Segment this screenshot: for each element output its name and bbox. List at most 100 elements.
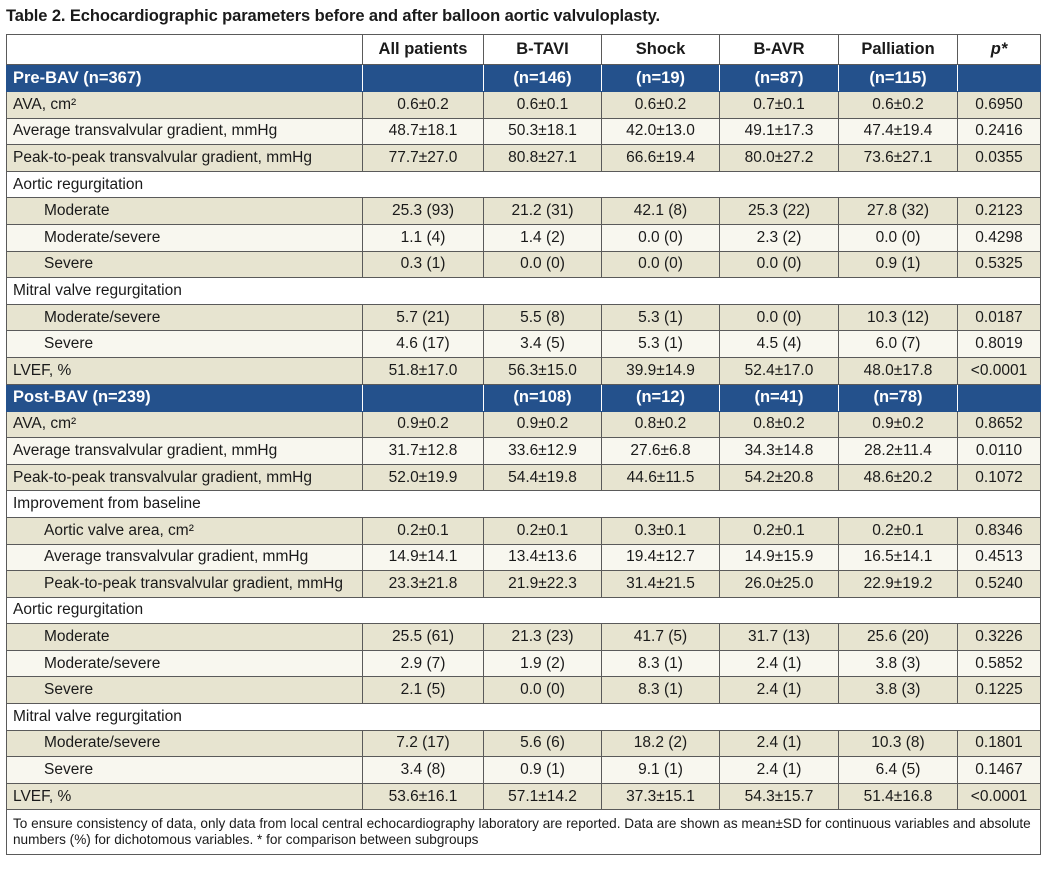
group-label: Improvement from baseline	[6, 490, 363, 518]
cell-value: 0.0 (0)	[601, 223, 720, 252]
column-header: Shock	[601, 34, 720, 65]
cell-value: 2.9 (7)	[362, 649, 484, 678]
cell-value: 53.6±16.1	[362, 782, 484, 811]
table-row: Moderate/severe 5.7 (21) 5.5 (8) 5.3 (1) 0.0…	[6, 303, 1041, 332]
cell-value: 48.7±18.1	[362, 117, 484, 146]
cell-value: 0.6±0.1	[483, 91, 602, 119]
table-row: Moderate/severe 1.1 (4) 1.4 (2) 0.0 (0) 2.3 …	[6, 223, 1041, 252]
table-row: AVA, cm² 0.9±0.2 0.9±0.2 0.8±0.2 0.8±0.2 0.9±…	[6, 410, 1041, 439]
cell-value: 0.2416	[957, 117, 1041, 146]
cell-value: 56.3±15.0	[483, 356, 602, 385]
cell-value: 33.6±12.9	[483, 437, 602, 465]
cell-value: 0.8652	[957, 410, 1041, 439]
cell-value: 66.6±19.4	[601, 144, 720, 172]
cell-value: 50.3±18.1	[483, 117, 602, 146]
cell-value: 4.5 (4)	[719, 330, 839, 358]
cell-value: 25.3 (93)	[362, 197, 484, 225]
cell-value: 0.3226	[957, 623, 1041, 651]
table-row: Severe 2.1 (5) 0.0 (0) 8.3 (1) 2.4 (1) 3.8 (3…	[6, 676, 1041, 705]
cell-value: 42.0±13.0	[601, 117, 720, 146]
echo-parameters-table: All patients B-TAVI Shock B-AVR Palliation p*…	[6, 34, 1041, 856]
cell-value: 0.9±0.2	[483, 410, 602, 439]
section-count	[362, 383, 484, 412]
cell-value: 5.6 (6)	[483, 729, 602, 758]
group-label: Mitral valve regurgitation	[6, 703, 363, 731]
row-label: AVA, cm²	[6, 410, 363, 439]
cell-value: 31.7 (13)	[719, 623, 839, 651]
cell-value: 0.0 (0)	[719, 303, 839, 332]
row-label: Peak-to-peak transvalvular gradient, mmH…	[6, 570, 363, 598]
cell-value: 28.2±11.4	[838, 437, 958, 465]
table-footnote: To ensure consistency of data, only data…	[6, 809, 1041, 856]
section-count	[362, 64, 484, 92]
cell-value: 48.0±17.8	[838, 356, 958, 385]
cell-value: 0.8346	[957, 516, 1041, 545]
cell-value: 49.1±17.3	[719, 117, 839, 146]
cell-value: 5.3 (1)	[601, 303, 720, 332]
cell-value: 77.7±27.0	[362, 144, 484, 172]
group-label-row: Improvement from baseline	[6, 490, 1041, 518]
cell-value: 13.4±13.6	[483, 543, 602, 572]
cell-value: 31.4±21.5	[601, 570, 720, 598]
row-label: Severe	[6, 756, 363, 784]
cell-value: 21.9±22.3	[483, 570, 602, 598]
cell-value: 14.9±15.9	[719, 543, 839, 572]
header-blank	[6, 34, 363, 65]
cell-value: 21.2 (31)	[483, 197, 602, 225]
cell-value: 31.7±12.8	[362, 437, 484, 465]
post-section-header: Post-BAV (n=239) (n=108) (n=12) (n=41) (n=78…	[6, 383, 1041, 412]
cell-value: 0.3 (1)	[362, 250, 484, 279]
table-row: Average transvalvular gradient, mmHg 31.7…	[6, 437, 1041, 465]
row-label: Moderate/severe	[6, 223, 363, 252]
cell-value: 0.4513	[957, 543, 1041, 572]
cell-value: 2.3 (2)	[719, 223, 839, 252]
cell-value: 80.0±27.2	[719, 144, 839, 172]
cell-value: 34.3±14.8	[719, 437, 839, 465]
cell-value: 0.0110	[957, 437, 1041, 465]
pre-section-header: Pre-BAV (n=367) (n=146) (n=19) (n=87) (n=115…	[6, 64, 1041, 92]
table-row: Severe 3.4 (8) 0.9 (1) 9.1 (1) 2.4 (1) 6.4 (5…	[6, 756, 1041, 784]
cell-value: 16.5±14.1	[838, 543, 958, 572]
row-label: Peak-to-peak transvalvular gradient, mmH…	[6, 144, 363, 172]
table-row: Aortic valve area, cm² 0.2±0.1 0.2±0.1 0.3±…	[6, 516, 1041, 545]
row-label: Average transvalvular gradient, mmHg	[6, 117, 363, 146]
cell-value: 0.9 (1)	[838, 250, 958, 279]
cell-value: 51.8±17.0	[362, 356, 484, 385]
group-label-row: Aortic regurgitation	[6, 596, 1041, 625]
cell-value: 0.5852	[957, 649, 1041, 678]
row-label: Moderate/severe	[6, 303, 363, 332]
cell-value: <0.0001	[957, 356, 1041, 385]
table-row: Peak-to-peak transvalvular gradient, mmH…	[6, 570, 1041, 598]
cell-value: 10.3 (12)	[838, 303, 958, 332]
cell-value: 26.0±25.0	[719, 570, 839, 598]
cell-value: 0.0187	[957, 303, 1041, 332]
row-label: Severe	[6, 330, 363, 358]
cell-value: 0.1467	[957, 756, 1041, 784]
cell-value: 0.0 (0)	[838, 223, 958, 252]
table-row: AVA, cm² 0.6±0.2 0.6±0.1 0.6±0.2 0.7±0.1 0.6±…	[6, 91, 1041, 119]
cell-value: 8.3 (1)	[601, 676, 720, 705]
cell-value: 73.6±27.1	[838, 144, 958, 172]
cell-value: 3.4 (5)	[483, 330, 602, 358]
section-count: (n=87)	[719, 64, 839, 92]
cell-value: 0.2±0.1	[362, 516, 484, 545]
cell-value: 0.3±0.1	[601, 516, 720, 545]
row-label: LVEF, %	[6, 356, 363, 385]
cell-value: 23.3±21.8	[362, 570, 484, 598]
cell-value: 3.4 (8)	[362, 756, 484, 784]
table-row: Average transvalvular gradient, mmHg 48.7…	[6, 117, 1041, 146]
cell-value: 25.3 (22)	[719, 197, 839, 225]
column-header: B-TAVI	[483, 34, 602, 65]
row-label: AVA, cm²	[6, 91, 363, 119]
table-row: Peak-to-peak transvalvular gradient, mmH…	[6, 144, 1041, 172]
cell-value: 0.1801	[957, 729, 1041, 758]
cell-value: <0.0001	[957, 782, 1041, 811]
cell-value: 6.0 (7)	[838, 330, 958, 358]
column-header: B-AVR	[719, 34, 839, 65]
cell-value: 1.4 (2)	[483, 223, 602, 252]
group-label: Mitral valve regurgitation	[6, 277, 363, 305]
group-spacer	[362, 277, 1041, 305]
row-label: Moderate	[6, 623, 363, 651]
group-spacer	[362, 596, 1041, 625]
cell-value: 0.0 (0)	[483, 676, 602, 705]
